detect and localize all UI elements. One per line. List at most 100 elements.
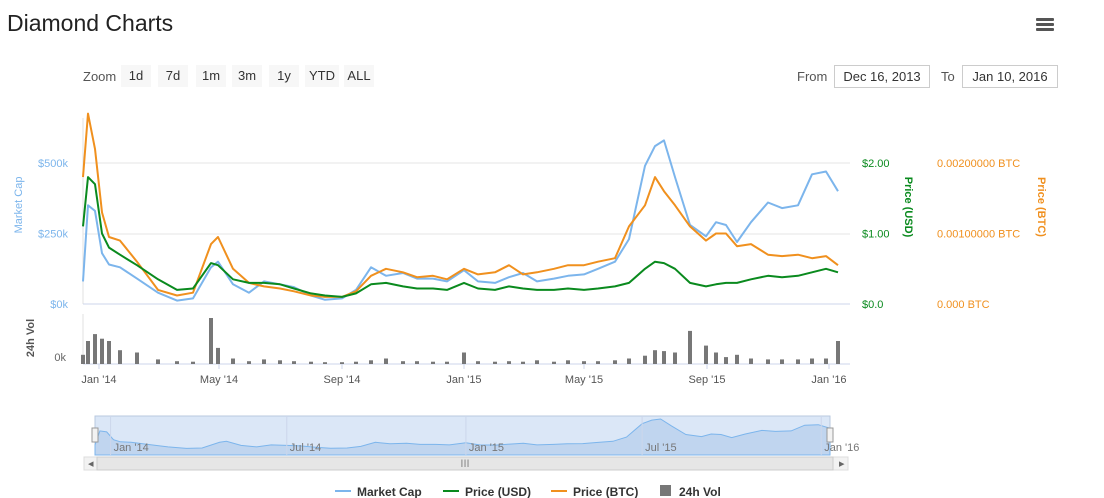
volume-tick-label: 0k bbox=[54, 352, 66, 364]
scrollbar-thumb bbox=[96, 456, 834, 471]
volume-bar bbox=[135, 352, 139, 364]
zoom-button-1y[interactable]: 1y bbox=[269, 65, 299, 87]
volume-bar bbox=[662, 351, 666, 364]
legend-label: 24h Vol bbox=[679, 485, 721, 498]
volume-bar bbox=[292, 361, 296, 364]
zoom-button-all[interactable]: ALL bbox=[344, 65, 374, 87]
x-tick-label: Sep '14 bbox=[324, 374, 361, 386]
market-cap-axis-title: Market Cap bbox=[13, 177, 25, 234]
volume-bar bbox=[566, 360, 570, 364]
volume-bar bbox=[653, 350, 657, 364]
legend-swatch bbox=[660, 485, 671, 496]
volume-bar bbox=[493, 361, 497, 364]
volume-bar bbox=[278, 360, 282, 364]
volume-bar bbox=[462, 352, 466, 364]
volume-bar bbox=[209, 318, 213, 364]
usd-tick-label: $1.00 bbox=[862, 229, 890, 241]
zoom-button-3m[interactable]: 3m bbox=[232, 65, 262, 87]
volume-bar bbox=[216, 347, 220, 364]
volume-axis-title: 24h Vol bbox=[25, 319, 37, 357]
market-cap-tick-label: $250k bbox=[38, 229, 68, 241]
usd-tick-label: $2.00 bbox=[862, 158, 890, 170]
volume-bar bbox=[156, 359, 160, 364]
x-tick-label: Jan '16 bbox=[811, 374, 846, 386]
volume-bar bbox=[445, 361, 449, 364]
volume-bar bbox=[476, 361, 480, 364]
navigator-handle-right bbox=[826, 427, 834, 443]
navigator-handle-left bbox=[91, 427, 99, 443]
volume-bar bbox=[384, 358, 388, 364]
volume-bar bbox=[118, 350, 122, 364]
navigator-label: Jul '15 bbox=[645, 442, 676, 454]
navigator-label: Jan '15 bbox=[469, 442, 504, 454]
volume-bar bbox=[552, 361, 556, 364]
x-tick-label: May '15 bbox=[565, 374, 603, 386]
volume-bar bbox=[431, 361, 435, 364]
volume-bar bbox=[766, 359, 770, 364]
price-btc-line bbox=[82, 112, 839, 298]
market-cap-line bbox=[82, 139, 839, 302]
legend-label: Price (BTC) bbox=[573, 485, 638, 498]
scrollbar-right-arrow-icon: ▸ bbox=[839, 458, 845, 470]
from-date-input[interactable]: Dec 16, 2013 bbox=[834, 65, 930, 88]
volume-bar bbox=[796, 359, 800, 364]
x-tick-label: Sep '15 bbox=[689, 374, 726, 386]
volume-bar bbox=[836, 341, 840, 364]
x-tick-label: Jan '14 bbox=[81, 374, 116, 386]
usd-tick-label: $0.0 bbox=[862, 299, 883, 311]
zoom-label: Zoom bbox=[83, 69, 117, 84]
zoom-button-1m[interactable]: 1m bbox=[196, 65, 226, 87]
zoom-button-1d[interactable]: 1d bbox=[121, 65, 151, 87]
volume-bar bbox=[535, 360, 539, 364]
volume-bar bbox=[354, 361, 358, 364]
navigator-label: Jul '14 bbox=[290, 442, 321, 454]
volume-bar bbox=[81, 354, 85, 364]
volume-bar bbox=[582, 361, 586, 364]
volume-bar bbox=[191, 361, 195, 364]
navigator-label: Jan '14 bbox=[114, 442, 149, 454]
volume-bar bbox=[724, 357, 728, 364]
volume-bar bbox=[714, 352, 718, 364]
navigator-series bbox=[94, 418, 831, 456]
volume-bar bbox=[175, 361, 179, 364]
volume-bar bbox=[262, 359, 266, 364]
page-title: Diamond Charts bbox=[7, 10, 174, 36]
navigator-label: Jan '16 bbox=[824, 442, 859, 454]
volume-bar bbox=[824, 358, 828, 364]
to-date-input[interactable]: Jan 10, 2016 bbox=[962, 65, 1058, 88]
volume-bar bbox=[247, 361, 251, 364]
btc-tick-label: 0.00200000 BTC bbox=[937, 158, 1020, 170]
scrollbar-grip: III bbox=[460, 458, 469, 470]
volume-bar bbox=[401, 361, 405, 364]
volume-bar bbox=[231, 358, 235, 364]
volume-bar bbox=[309, 361, 313, 364]
volume-bar bbox=[86, 341, 90, 364]
volume-bar bbox=[704, 345, 708, 364]
legend-label: Market Cap bbox=[357, 485, 422, 498]
x-tick-label: May '14 bbox=[200, 374, 238, 386]
volume-bar bbox=[323, 362, 327, 364]
volume-bar bbox=[749, 358, 753, 364]
market-cap-tick-label: $0k bbox=[50, 299, 68, 311]
zoom-button-7d[interactable]: 7d bbox=[158, 65, 188, 87]
btc-axis-title: Price (BTC) bbox=[1035, 177, 1047, 237]
btc-tick-label: 0.00100000 BTC bbox=[937, 229, 1020, 241]
volume-bar bbox=[688, 330, 692, 364]
usd-axis-title: Price (USD) bbox=[902, 177, 914, 238]
market-cap-tick-label: $500k bbox=[38, 158, 68, 170]
volume-bar bbox=[810, 358, 814, 364]
volume-bar bbox=[735, 354, 739, 364]
volume-bar bbox=[596, 361, 600, 364]
to-label: To bbox=[941, 69, 955, 84]
volume-bar bbox=[93, 334, 97, 364]
volume-bar bbox=[340, 362, 344, 364]
scrollbar-left-arrow-icon: ◂ bbox=[88, 458, 94, 470]
volume-bar bbox=[521, 361, 525, 364]
hamburger-menu-icon[interactable] bbox=[1036, 18, 1054, 32]
volume-bar bbox=[643, 355, 647, 364]
zoom-button-ytd[interactable]: YTD bbox=[305, 65, 339, 87]
volume-bar bbox=[415, 361, 419, 364]
price-usd-line bbox=[82, 176, 839, 298]
from-label: From bbox=[797, 69, 828, 84]
